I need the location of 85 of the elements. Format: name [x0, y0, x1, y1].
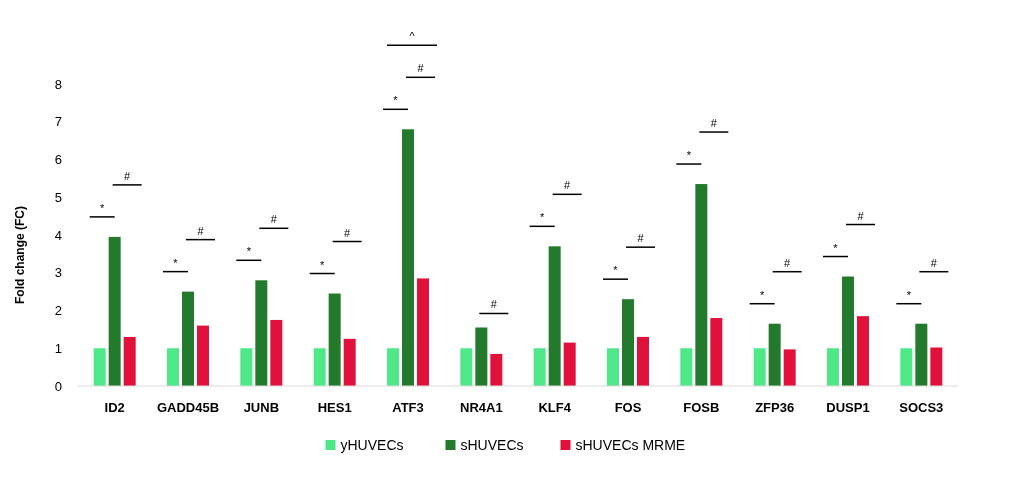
annotation: #	[930, 256, 938, 269]
annotation: #	[784, 256, 792, 269]
annotation: #	[197, 224, 205, 237]
annotation: *	[246, 245, 252, 258]
annotation: *	[686, 149, 692, 162]
y-tick-label: 7	[54, 114, 62, 130]
annotation: *	[540, 211, 546, 224]
x-tick-label: SOCS3	[899, 400, 944, 415]
bar	[313, 348, 326, 386]
bar	[270, 319, 283, 386]
annotation: *	[173, 256, 179, 269]
bar	[123, 336, 136, 386]
annotation: #	[270, 213, 278, 226]
bar	[460, 348, 473, 386]
bar	[622, 299, 634, 386]
x-tick-label: DUSP1	[826, 400, 870, 415]
y-tick-label: 8	[54, 76, 62, 92]
annotation: *	[613, 264, 619, 277]
y-tick-label: 5	[54, 189, 62, 205]
annotation: #	[490, 298, 498, 311]
x-tick-label: JUNB	[243, 400, 280, 415]
y-axis-title: Fold change (FC)	[13, 206, 27, 304]
annotation: *	[100, 201, 106, 214]
bar	[753, 348, 766, 386]
bar	[343, 338, 356, 386]
annotation: *	[906, 288, 912, 301]
bar	[197, 325, 209, 386]
annotation: *	[760, 288, 766, 301]
annotation: *	[393, 94, 399, 107]
y-tick-label: 3	[54, 265, 62, 281]
x-tick-label: FOS	[614, 400, 642, 415]
y-tick-label: 0	[54, 378, 62, 394]
annotation: *	[320, 258, 326, 271]
bar	[607, 348, 619, 386]
bar	[402, 129, 414, 386]
bar	[255, 280, 268, 386]
bar	[533, 348, 546, 386]
bar	[783, 349, 796, 386]
x-tick-label: ATF3	[392, 400, 424, 415]
text: ^	[409, 30, 416, 43]
bar	[827, 348, 839, 386]
y-tick-label: 6	[54, 152, 62, 168]
bar	[182, 291, 194, 386]
bar	[563, 342, 576, 386]
bar	[900, 348, 913, 386]
legend-label: sHUVECs	[460, 436, 524, 453]
text: #	[417, 62, 425, 75]
annotation: #	[344, 226, 352, 239]
annotation: #	[564, 179, 572, 192]
x-tick-label: NR4A1	[460, 400, 503, 415]
bar	[167, 348, 179, 386]
bar	[695, 184, 708, 386]
y-tick-label: 2	[54, 303, 62, 319]
annotation: #	[857, 209, 865, 222]
y-tick-label: 4	[54, 227, 62, 243]
annotation: #	[637, 232, 645, 245]
bar	[930, 347, 943, 386]
x-tick-label: KLF4	[538, 400, 572, 415]
bar	[680, 348, 693, 386]
x-tick-label: FOSB	[683, 400, 720, 415]
x-tick-label: GADD45B	[156, 400, 220, 415]
bar	[915, 323, 928, 386]
bar	[637, 336, 649, 386]
annotation: *	[833, 241, 839, 254]
x-tick-label: HES1	[317, 400, 352, 415]
x-tick-label: ID2	[104, 400, 125, 415]
bar	[710, 318, 723, 386]
bar	[417, 278, 429, 386]
bar	[842, 276, 854, 386]
legend-label: yHUVECs	[340, 436, 404, 453]
legend-label: sHUVECs MRME	[575, 436, 686, 453]
bar	[387, 348, 399, 386]
bar	[857, 316, 869, 386]
bar	[768, 323, 781, 386]
bar	[475, 327, 488, 386]
annotation: #	[124, 169, 132, 182]
x-tick-label: ZFP36	[755, 400, 795, 415]
bar	[490, 353, 503, 386]
bar	[108, 236, 121, 386]
y-tick-label: 1	[54, 340, 62, 356]
bar	[328, 293, 341, 386]
bar	[93, 348, 106, 386]
bar	[240, 348, 253, 386]
bar	[548, 246, 561, 386]
annotation: #	[710, 117, 718, 130]
